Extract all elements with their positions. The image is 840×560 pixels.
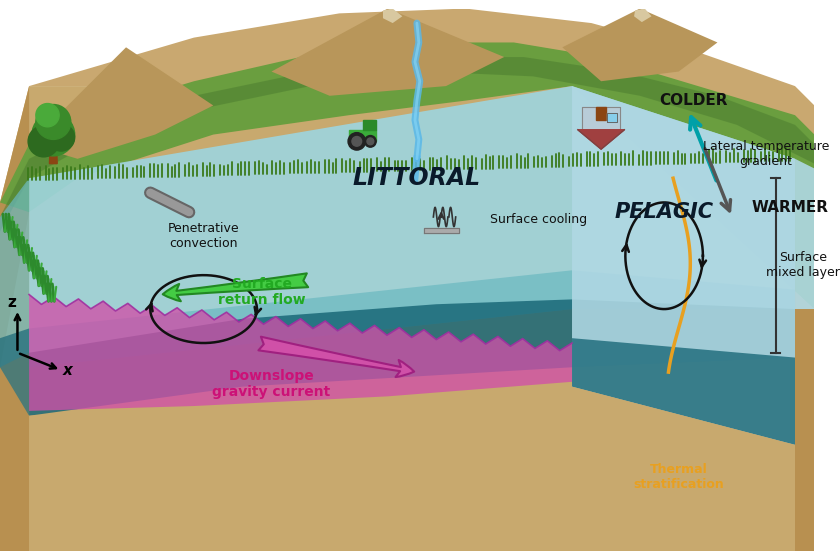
Text: Surface cooling: Surface cooling xyxy=(490,213,586,226)
Polygon shape xyxy=(29,295,572,411)
Text: Thermal
stratification: Thermal stratification xyxy=(633,464,724,492)
Polygon shape xyxy=(0,86,815,552)
Polygon shape xyxy=(0,86,29,367)
Polygon shape xyxy=(634,8,652,22)
Polygon shape xyxy=(0,43,815,309)
Text: Surface
return flow: Surface return flow xyxy=(218,277,306,307)
Polygon shape xyxy=(29,270,795,367)
Polygon shape xyxy=(0,57,815,231)
Text: PELAGIC: PELAGIC xyxy=(615,202,714,222)
Polygon shape xyxy=(271,8,504,96)
Polygon shape xyxy=(29,386,795,552)
Polygon shape xyxy=(383,8,402,23)
Polygon shape xyxy=(363,120,376,130)
Circle shape xyxy=(48,124,75,151)
Polygon shape xyxy=(29,300,795,416)
Polygon shape xyxy=(562,8,717,81)
Polygon shape xyxy=(795,309,815,552)
Circle shape xyxy=(32,113,75,156)
Circle shape xyxy=(348,133,365,150)
Polygon shape xyxy=(0,367,29,552)
Circle shape xyxy=(36,104,59,127)
Polygon shape xyxy=(423,228,459,234)
Polygon shape xyxy=(572,86,795,445)
Circle shape xyxy=(36,105,71,139)
Polygon shape xyxy=(795,159,815,445)
Polygon shape xyxy=(50,137,57,164)
Text: Surface
mixed layer: Surface mixed layer xyxy=(766,251,840,279)
Polygon shape xyxy=(0,178,29,367)
Polygon shape xyxy=(607,113,617,122)
Polygon shape xyxy=(29,86,795,367)
Polygon shape xyxy=(578,130,624,149)
Polygon shape xyxy=(572,338,795,445)
Polygon shape xyxy=(0,8,815,309)
Text: Penetrative
convection: Penetrative convection xyxy=(168,222,239,250)
Text: Downslope
gravity current: Downslope gravity current xyxy=(213,369,331,399)
Polygon shape xyxy=(0,367,29,552)
Text: COLDER: COLDER xyxy=(659,93,727,108)
Polygon shape xyxy=(349,130,376,141)
Polygon shape xyxy=(0,329,29,416)
Text: WARMER: WARMER xyxy=(752,200,828,215)
Polygon shape xyxy=(596,108,606,120)
Circle shape xyxy=(28,126,59,157)
Circle shape xyxy=(352,137,362,146)
Circle shape xyxy=(367,138,374,144)
Text: Lateral temperature
gradient: Lateral temperature gradient xyxy=(703,140,829,168)
Polygon shape xyxy=(582,108,621,130)
Text: x: x xyxy=(63,363,73,377)
Polygon shape xyxy=(29,47,213,159)
Circle shape xyxy=(365,136,376,147)
Text: z: z xyxy=(8,295,16,310)
Text: LITTORAL: LITTORAL xyxy=(353,166,481,190)
